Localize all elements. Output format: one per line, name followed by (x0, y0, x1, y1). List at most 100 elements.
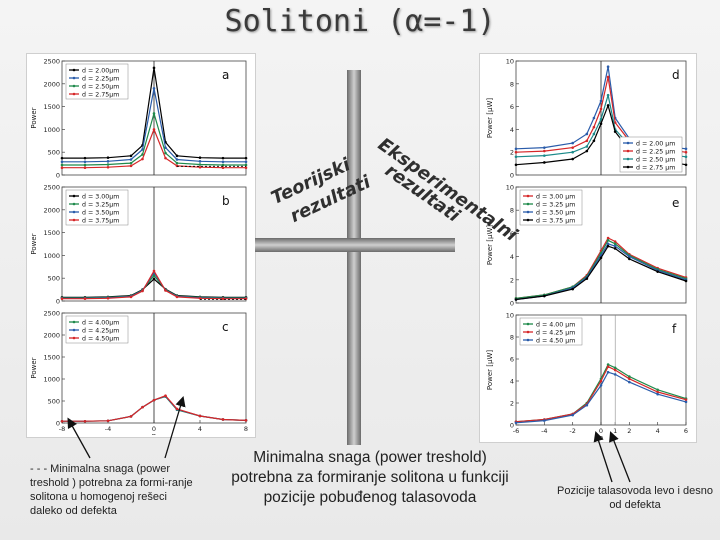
data-point (599, 117, 603, 121)
data-point (606, 370, 610, 374)
data-point (585, 145, 589, 148)
chart-panel-c: 0 500 1000 1500 2000 2500 -8 -4 0 4 8 n Power d = 4.0… (30, 310, 248, 436)
data-point (198, 163, 202, 166)
data-point (175, 164, 179, 168)
data-point (129, 161, 133, 165)
legend-label: d = 3.25μm (82, 201, 119, 208)
legend-marker (526, 210, 530, 214)
legend-label: d = 3.75μm (82, 217, 119, 224)
data-point (198, 160, 202, 163)
legend-label: d = 4.25 μm (536, 329, 575, 336)
data-point (129, 164, 133, 168)
legend-label: d = 2.75μm (82, 91, 119, 98)
y-tick-label: 6 (510, 356, 514, 364)
x-tick-label: 1 (613, 427, 617, 435)
data-point (129, 295, 133, 299)
cross-vertical-bar (347, 70, 361, 445)
data-point (221, 166, 225, 170)
data-point (613, 130, 617, 133)
panel-label-f: f (672, 322, 677, 336)
data-point (60, 419, 64, 423)
data-point (141, 289, 144, 293)
data-point (606, 104, 610, 107)
legend-label: d = 3.25 μm (536, 201, 575, 208)
y-tick-label: 1500 (43, 229, 60, 237)
chart-panel-f: 0 2 4 6 8 10 -6 -4 -2 0 1 2 4 6 n Power [μW] d = 4.00 μm… (486, 312, 688, 441)
y-tick-label: 10 (506, 58, 514, 66)
legend: d = 2.00 μmd = 2.25 μmd = 2.50 μmd = 2.7… (619, 136, 683, 173)
data-point (599, 122, 603, 125)
y-tick-label: 1000 (43, 126, 60, 134)
data-point (613, 247, 617, 250)
data-point (164, 156, 167, 160)
data-point (656, 392, 659, 396)
data-point (514, 155, 518, 159)
legend-label: d = 2.50 μm (636, 156, 675, 163)
data-point (599, 99, 603, 103)
data-point (152, 66, 156, 70)
data-point (543, 419, 546, 422)
legend-label: d = 3.50μm (82, 209, 119, 216)
data-point (83, 419, 87, 423)
legend-label: d = 4.25μm (82, 327, 119, 334)
x-tick-label: 0 (152, 425, 156, 433)
legend-marker (72, 194, 76, 198)
data-point (592, 139, 596, 143)
panel-label-d: d (672, 68, 680, 82)
data-point (514, 147, 518, 151)
legend-marker (626, 165, 630, 169)
y-tick-label: 0 (56, 172, 60, 180)
y-tick-label: 1000 (43, 252, 60, 260)
data-point (83, 166, 87, 170)
data-point (585, 403, 589, 407)
data-point (514, 150, 518, 154)
x-tick-label: -2 (569, 427, 575, 435)
data-point (628, 257, 631, 261)
data-point (198, 165, 202, 169)
data-point (60, 163, 64, 167)
data-point (83, 160, 87, 164)
legend-marker (626, 149, 630, 153)
data-point (606, 239, 610, 242)
legend-marker (526, 322, 530, 326)
data-point (152, 398, 156, 402)
data-point (129, 158, 133, 161)
data-point (585, 132, 589, 136)
data-point (606, 363, 610, 366)
x-tick-label: 6 (684, 427, 688, 435)
data-point (244, 156, 248, 160)
y-tick-label: 1500 (43, 103, 60, 111)
y-tick-label: 2500 (43, 58, 60, 66)
data-point (60, 156, 64, 160)
data-point (198, 414, 202, 418)
legend-marker (526, 202, 530, 206)
data-point (628, 380, 631, 384)
data-point (585, 277, 589, 280)
legend-marker (526, 218, 530, 222)
legend: d = 4.00 μmd = 4.25 μmd = 4.50 μm (519, 317, 583, 346)
data-point (571, 413, 574, 417)
data-point (543, 149, 546, 153)
y-tick-label: 500 (48, 398, 60, 406)
y-tick-label: 8 (510, 334, 514, 342)
data-point (164, 151, 167, 155)
legend-marker (72, 92, 76, 96)
y-axis-label: Power [μW] (486, 350, 494, 390)
data-point (221, 156, 225, 160)
note-left-dashes: - - - (30, 463, 48, 475)
data-point (684, 398, 688, 402)
legend-label: d = 4.00 μm (536, 321, 575, 328)
data-point (198, 296, 202, 300)
panel-label-a: a (222, 68, 229, 82)
data-point (221, 297, 225, 301)
data-point (244, 160, 248, 164)
x-tick-label: 0 (599, 427, 603, 435)
data-point (175, 407, 179, 411)
y-tick-label: 0 (56, 298, 60, 306)
x-tick-label: -4 (105, 425, 111, 433)
data-point (571, 146, 574, 149)
